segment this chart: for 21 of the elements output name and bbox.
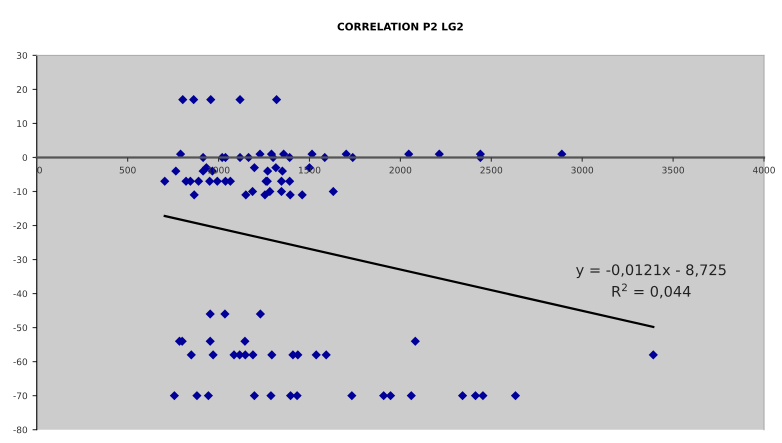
x-tick-label: 3500	[662, 166, 684, 174]
x-tick-label: 4000	[752, 166, 775, 174]
y-tick-label: -50	[13, 324, 28, 332]
x-tick-label: 2000	[390, 166, 412, 174]
y-tick-label: 10	[17, 120, 28, 127]
y-tick-label: 20	[16, 86, 28, 93]
x-tick-label: 500	[120, 166, 136, 174]
y-tick-label: -60	[13, 358, 28, 366]
annotation: R$^{2}$ = 0,044	[612, 284, 691, 298]
y-tick-label: -70	[13, 392, 28, 400]
x-tick-label: 3000	[571, 166, 594, 174]
annotation: y = -0,0121x - 8,725	[576, 264, 726, 278]
x-tick-label: 2500	[480, 166, 502, 174]
y-tick-label: -30	[13, 256, 28, 264]
y-tick-label: -40	[13, 290, 28, 298]
y-tick-label: -20	[13, 222, 28, 230]
y-tick-label: -80	[13, 426, 28, 434]
y-tick-label: -10	[13, 188, 28, 196]
chart-title: CORRELATION P2 LG2	[338, 22, 463, 31]
y-tick-label: 0	[22, 154, 28, 162]
y-tick-label: 30	[16, 52, 28, 59]
